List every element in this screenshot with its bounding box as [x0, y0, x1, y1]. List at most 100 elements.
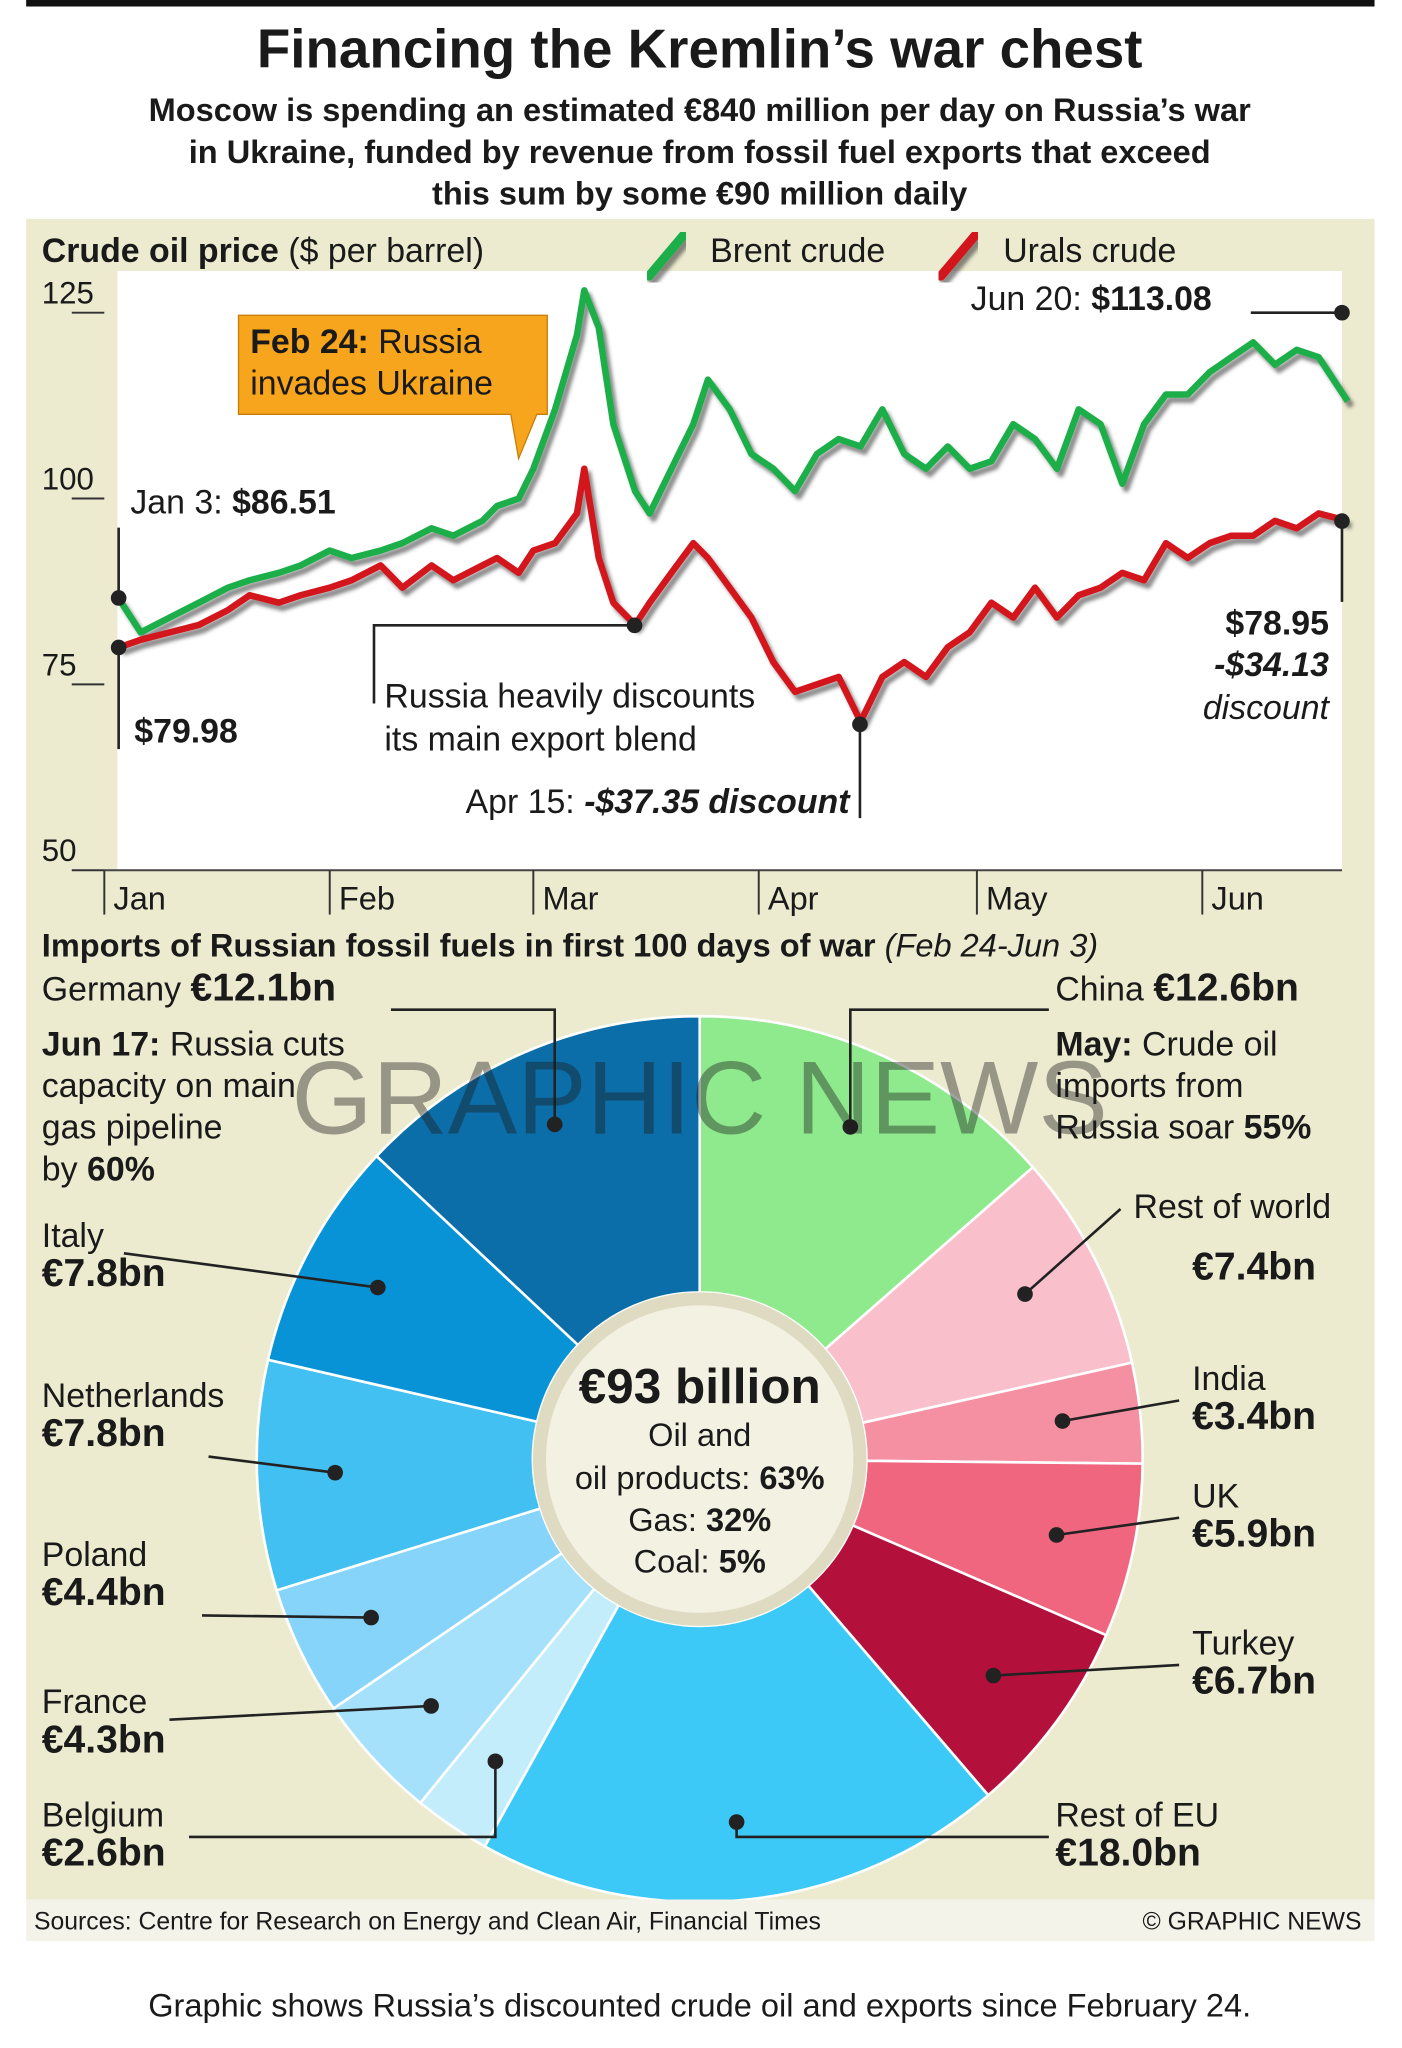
leader-dot [327, 1464, 343, 1481]
center-text: 32% [706, 1502, 771, 1538]
subtitle: Moscow is spending an estimated €840 mil… [149, 92, 1251, 128]
leader-line [202, 1614, 372, 1619]
y-tick-label: 100 [42, 461, 94, 496]
section-title: Imports of Russian fossil fuels in first… [42, 927, 876, 963]
event-label: Feb 24: [250, 323, 369, 361]
value-label: €3.4bn [1192, 1395, 1316, 1438]
value-label: €6.7bn [1192, 1660, 1316, 1703]
annotation: discount [1203, 689, 1331, 727]
y-tick-label: 125 [42, 276, 94, 311]
value-label: €4.4bn [42, 1571, 166, 1614]
center-total: €93 billion [579, 1359, 821, 1414]
note: Jun 17: [42, 1025, 161, 1063]
center-text: 5% [719, 1543, 766, 1579]
leader-dot [546, 1116, 563, 1133]
leader-dot [1048, 1527, 1065, 1543]
leader-dot [842, 1119, 859, 1135]
leader-line [1062, 1399, 1180, 1423]
value-label: €4.3bn [42, 1718, 166, 1761]
chart-title: Crude oil price [42, 232, 279, 270]
donut-slice [698, 1014, 1035, 1352]
note: 55% [1244, 1109, 1312, 1147]
annotation: Jan 3: [130, 483, 222, 521]
leader-dot [1054, 1413, 1071, 1429]
donut-layer [123, 1008, 1180, 1904]
value-label: €5.9bn [1192, 1512, 1316, 1555]
annotation: $86.51 [232, 483, 336, 521]
watermark: GRAPHIC NEWS [291, 1040, 1107, 1156]
category-label: Belgium [42, 1797, 164, 1835]
value-label: €7.8bn [42, 1412, 166, 1455]
center-disc [545, 1305, 854, 1613]
note: Crude oil [1142, 1025, 1278, 1063]
note: May: [1055, 1025, 1132, 1063]
legend-icon [644, 229, 689, 281]
note: imports from [1055, 1067, 1243, 1105]
note: Russia soar [1055, 1109, 1234, 1147]
title: Financing the Kremlin’s war chest [257, 18, 1143, 80]
leader-line [208, 1455, 336, 1474]
leader-line [993, 1663, 1180, 1677]
caption: Graphic shows Russia’s discounted crude … [148, 1988, 1251, 2024]
x-tick-label: Jan [113, 880, 165, 916]
callout-dot [626, 617, 643, 634]
value-label: €7.8bn [42, 1252, 166, 1295]
annotation: Russia heavily discounts [384, 677, 755, 715]
note: Russia cuts [170, 1025, 345, 1063]
line-series [116, 287, 1351, 636]
category-label: UK [1192, 1477, 1239, 1515]
leader-line [169, 1704, 432, 1721]
callout-line [372, 624, 635, 704]
plot-layer [71, 287, 1351, 915]
value-label: €18.0bn [1055, 1832, 1201, 1875]
annotation: Jun 20: [971, 280, 1082, 318]
y-tick-label: 75 [42, 647, 77, 682]
x-tick-label: Jun [1211, 880, 1263, 916]
line-series [117, 465, 1349, 725]
x-tick-label: Mar [542, 880, 598, 916]
section-period: (Feb 24-Jun 3) [885, 927, 1098, 963]
center-text: Gas: [628, 1502, 697, 1538]
value-label: €2.6bn [42, 1832, 166, 1875]
x-tick-label: Feb [339, 880, 395, 916]
leader-dot [985, 1667, 1002, 1684]
leader-dot [423, 1698, 439, 1714]
value-label: €7.4bn [1192, 1245, 1316, 1288]
center-text: Coal: [634, 1543, 710, 1579]
leader-line [849, 1008, 1049, 1127]
x-tick-label: May [986, 880, 1048, 916]
center-text: 63% [759, 1460, 824, 1496]
annotation: $113.08 [1091, 280, 1212, 318]
credit: © GRAPHIC NEWS [1143, 1908, 1362, 1935]
sources: Sources: Centre for Research on Energy a… [34, 1908, 821, 1935]
y-tick-label: 50 [42, 833, 77, 868]
leader-dot [369, 1279, 386, 1296]
center-text: Oil and [648, 1417, 751, 1453]
category-label: China [1055, 971, 1144, 1009]
chart-unit: ($ per barrel) [288, 232, 484, 270]
category-label: India [1192, 1360, 1266, 1398]
category-label: Rest of world [1134, 1188, 1332, 1226]
leader-dot [1017, 1286, 1033, 1302]
note: gas pipeline [42, 1109, 223, 1147]
annotation: its main export blend [384, 720, 696, 758]
annotation: Apr 15: [466, 783, 575, 821]
legend-icon [936, 229, 981, 281]
value-label: €12.1bn [191, 967, 337, 1010]
center-text: oil products: [575, 1460, 750, 1496]
source-band [26, 1899, 1375, 1942]
category-label: Netherlands [42, 1377, 225, 1415]
event-box [237, 314, 548, 461]
event-label: invades Ukraine [250, 365, 493, 403]
category-label: Poland [42, 1536, 147, 1574]
leader-line [189, 1761, 497, 1839]
note: 60% [87, 1150, 155, 1188]
callout-dot [1334, 304, 1350, 321]
leader-line [1056, 1516, 1180, 1537]
annotation: -$37.35 discount [584, 783, 851, 821]
leader-line [1024, 1208, 1122, 1296]
annotation: -$34.13 [1214, 646, 1329, 684]
category-label: Italy [42, 1217, 104, 1255]
